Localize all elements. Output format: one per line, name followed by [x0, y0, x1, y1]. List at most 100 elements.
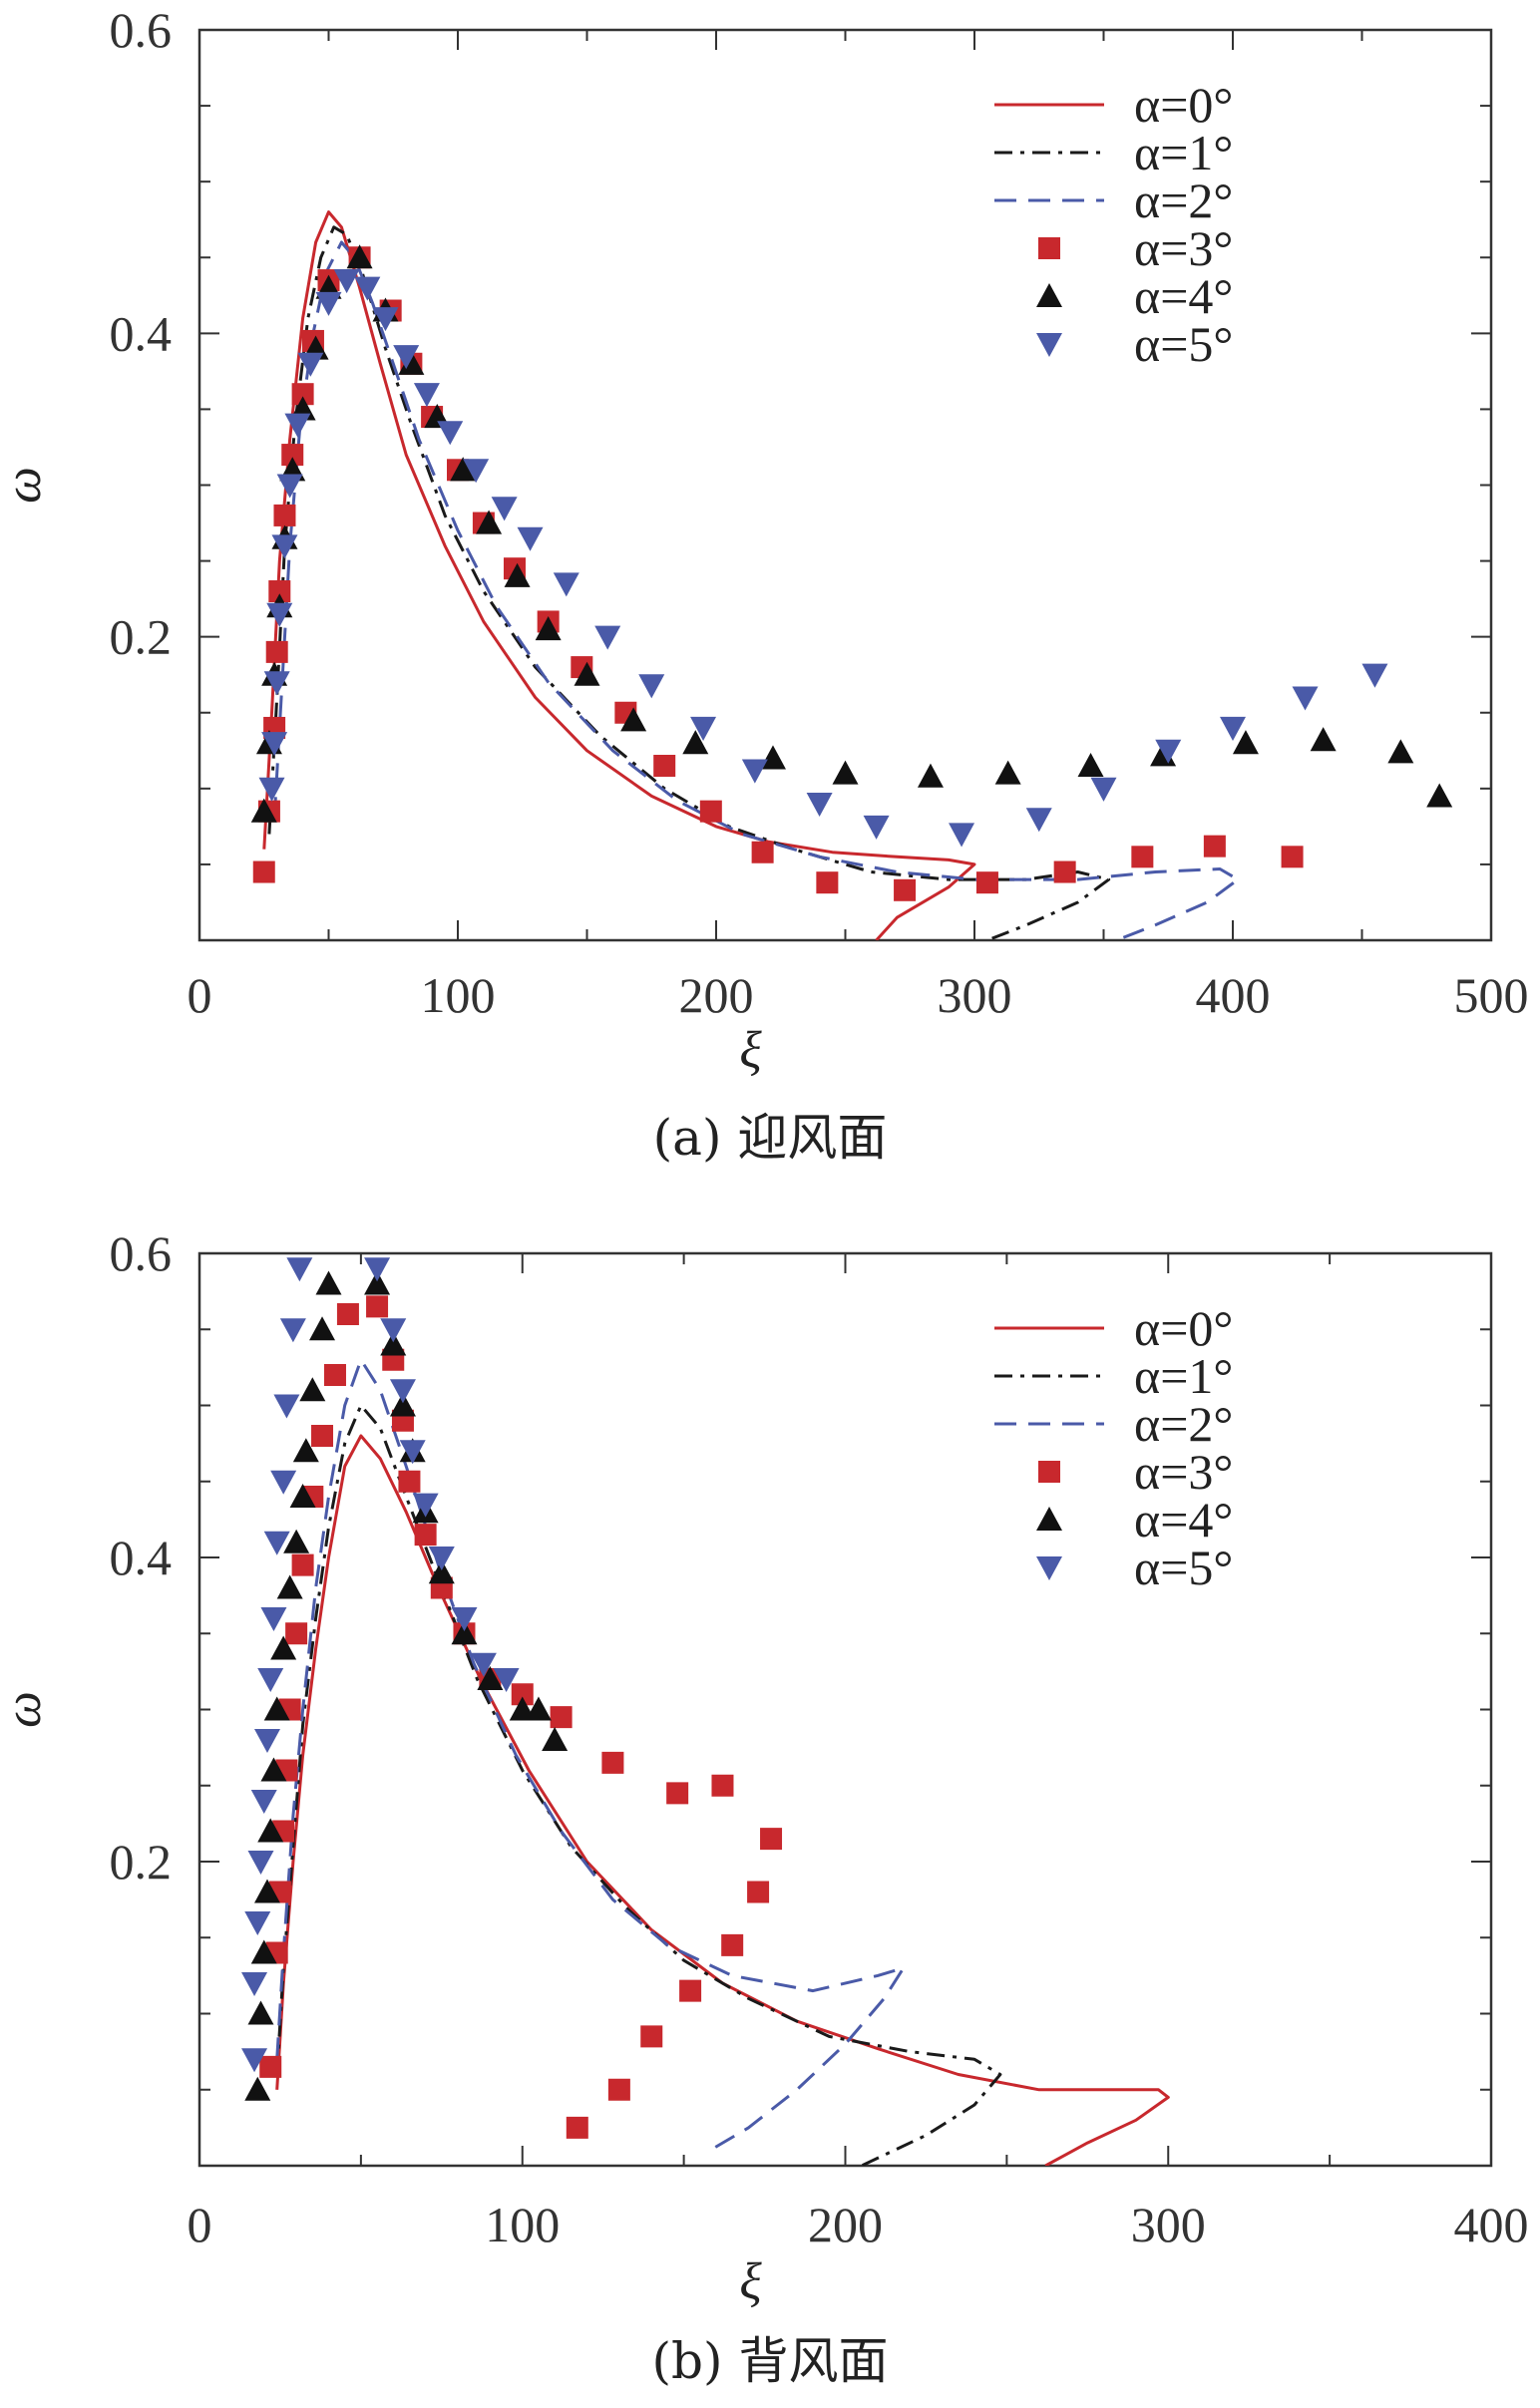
data-point — [380, 1318, 407, 1343]
chart-caption: (a) 迎风面 — [653, 1109, 888, 1167]
data-point — [292, 1438, 319, 1463]
data-point — [268, 580, 291, 603]
series-line — [262, 210, 976, 940]
data-point — [247, 2000, 274, 2025]
data-point — [273, 504, 296, 526]
data-point — [252, 860, 275, 883]
data-point — [550, 1706, 573, 1729]
data-point — [398, 1470, 421, 1493]
data-point — [721, 1933, 744, 1956]
legend-label: α=5° — [1134, 1540, 1233, 1595]
data-point — [504, 562, 531, 587]
y-tick-label: 0.6 — [110, 1225, 173, 1281]
data-point — [428, 1546, 455, 1570]
data-point — [279, 1318, 306, 1343]
plot-frame — [197, 1251, 1493, 2168]
data-point — [250, 1789, 277, 1814]
data-point — [253, 1879, 280, 1903]
data-point — [806, 793, 833, 818]
legend-swatch — [1036, 283, 1062, 308]
data-point — [366, 1295, 389, 1318]
data-point — [260, 1757, 287, 1782]
legend-label: α=1° — [1134, 1348, 1233, 1404]
y-tick-label: 0.6 — [110, 2, 173, 58]
data-point — [1292, 686, 1319, 711]
data-point — [286, 1257, 313, 1282]
data-point — [336, 1303, 359, 1325]
data-point — [699, 800, 722, 823]
data-point — [553, 572, 579, 597]
data-point — [1232, 730, 1259, 755]
data-point — [1077, 753, 1104, 778]
data-point — [601, 1751, 624, 1774]
data-point — [291, 1553, 314, 1576]
data-point — [994, 760, 1021, 785]
data-point — [1053, 860, 1076, 883]
data-point — [289, 1484, 316, 1509]
data-point — [241, 1971, 268, 1996]
data-point — [493, 1667, 520, 1692]
data-point — [607, 2078, 630, 2101]
data-point — [682, 730, 709, 755]
data-point — [463, 459, 490, 484]
data-point — [949, 823, 975, 848]
data-point — [263, 1696, 290, 1721]
data-point — [270, 1470, 297, 1495]
data-point — [309, 1316, 336, 1341]
data-point — [535, 616, 562, 641]
data-point — [640, 2025, 663, 2048]
data-point — [273, 1394, 300, 1419]
data-point — [241, 2048, 268, 2073]
data-point — [653, 755, 676, 778]
y-tick-label: 0.4 — [110, 1530, 173, 1585]
legend-label: α=1° — [1134, 125, 1233, 180]
data-point — [751, 841, 774, 863]
legend-label: α=4° — [1134, 268, 1233, 324]
data-point — [276, 474, 303, 499]
data-point — [428, 1559, 455, 1584]
data-point — [291, 383, 314, 406]
data-point — [257, 1667, 284, 1692]
legend-label: α=5° — [1134, 316, 1233, 372]
data-point — [393, 345, 420, 370]
data-point — [315, 1270, 342, 1295]
x-axis-label: ξ — [739, 1022, 762, 1079]
series-line — [272, 240, 1240, 940]
x-tick-label: 400 — [1196, 967, 1271, 1023]
data-point — [265, 640, 288, 663]
legend-label: α=2° — [1134, 1396, 1233, 1452]
data-point — [1310, 727, 1337, 752]
data-point — [1203, 835, 1226, 858]
data-point — [270, 1635, 297, 1660]
data-point — [281, 444, 304, 467]
data-point — [372, 307, 399, 332]
data-point — [398, 350, 425, 375]
data-point — [414, 1524, 437, 1547]
x-tick-label: 0 — [188, 967, 212, 1023]
data-point — [297, 352, 324, 377]
x-tick-label: 100 — [421, 967, 496, 1023]
data-point — [451, 1606, 478, 1631]
data-point — [285, 1622, 308, 1645]
data-point — [413, 383, 440, 408]
data-point — [380, 1331, 407, 1356]
data-point — [389, 1379, 416, 1404]
x-axis-label: ξ — [739, 2253, 762, 2310]
data-point — [975, 871, 998, 894]
data-point — [451, 1620, 478, 1645]
data-point — [299, 1377, 326, 1402]
data-point — [1220, 716, 1246, 741]
data-point — [1361, 663, 1388, 688]
x-tick-label: 200 — [679, 967, 754, 1023]
data-point — [284, 413, 311, 438]
data-point — [477, 1666, 504, 1691]
data-point — [354, 276, 381, 301]
data-point — [470, 1652, 497, 1677]
data-point — [276, 1574, 303, 1599]
data-point — [517, 526, 544, 551]
data-point — [491, 497, 518, 521]
data-point — [247, 1850, 274, 1875]
data-point — [260, 1606, 287, 1631]
